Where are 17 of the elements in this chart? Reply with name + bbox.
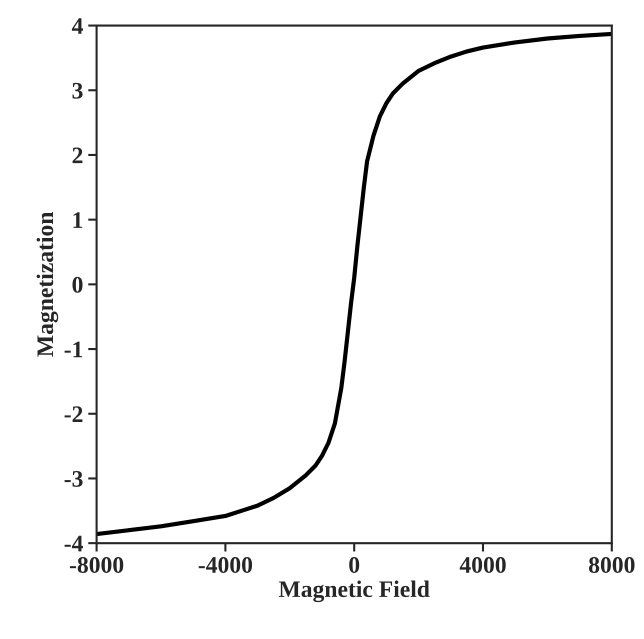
x-tick-label: -4000	[198, 557, 252, 573]
x-tick-label: 4000	[460, 557, 506, 573]
y-tick-label: -4	[64, 536, 83, 552]
y-tick-label: 0	[72, 276, 83, 293]
x-tick-label: 8000	[588, 557, 635, 573]
y-tick-label: 1	[73, 212, 82, 228]
y-tick-label: 2	[72, 148, 82, 164]
x-tick-label: 0	[349, 557, 360, 573]
y-tick-label: 4	[72, 18, 83, 34]
x-tick-label: -8000	[70, 557, 124, 573]
y-tick-label: -2	[64, 406, 82, 422]
y-tick-label: 3	[72, 82, 83, 99]
y-tick-label: -1	[64, 342, 82, 358]
line-series	[96, 32, 612, 536]
y-tick-label: -3	[64, 471, 83, 487]
x-axis-title: Magnetic Field	[278, 580, 430, 602]
y-axis-title: Magnetization	[36, 212, 58, 357]
